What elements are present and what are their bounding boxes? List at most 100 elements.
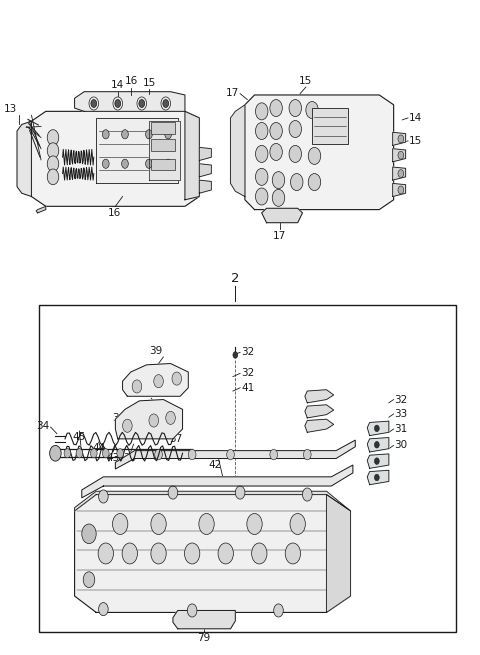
- Polygon shape: [245, 95, 394, 210]
- Circle shape: [272, 189, 285, 206]
- Circle shape: [184, 543, 200, 564]
- Circle shape: [98, 490, 108, 503]
- Text: 79: 79: [197, 633, 211, 643]
- Circle shape: [112, 514, 128, 534]
- Text: 38: 38: [159, 427, 172, 437]
- Text: 14: 14: [111, 81, 124, 90]
- Bar: [151, 122, 175, 134]
- Polygon shape: [74, 491, 350, 511]
- Circle shape: [47, 169, 59, 185]
- Polygon shape: [173, 610, 235, 629]
- Circle shape: [289, 121, 301, 138]
- Circle shape: [255, 188, 268, 205]
- Circle shape: [117, 449, 123, 458]
- Circle shape: [270, 143, 282, 160]
- Circle shape: [47, 130, 59, 145]
- Circle shape: [47, 143, 59, 159]
- Circle shape: [398, 135, 404, 143]
- Bar: [151, 139, 175, 151]
- Bar: [38, 305, 456, 632]
- Circle shape: [285, 543, 300, 564]
- Circle shape: [165, 130, 171, 139]
- Circle shape: [308, 147, 321, 164]
- Polygon shape: [230, 105, 245, 196]
- Circle shape: [255, 168, 268, 185]
- Bar: [312, 108, 348, 144]
- Circle shape: [172, 372, 181, 385]
- Circle shape: [255, 122, 268, 140]
- Text: 14: 14: [409, 113, 422, 123]
- Text: 16: 16: [108, 208, 121, 218]
- Circle shape: [235, 486, 245, 499]
- Text: 16: 16: [125, 77, 138, 86]
- Text: 34: 34: [36, 421, 49, 431]
- Circle shape: [83, 572, 95, 588]
- Polygon shape: [393, 132, 406, 145]
- Polygon shape: [262, 208, 302, 223]
- Polygon shape: [115, 400, 182, 439]
- Circle shape: [132, 380, 142, 393]
- Polygon shape: [199, 164, 211, 177]
- Circle shape: [374, 458, 379, 464]
- Circle shape: [308, 174, 321, 191]
- Circle shape: [252, 543, 267, 564]
- Text: 2: 2: [231, 272, 240, 285]
- Circle shape: [154, 375, 163, 388]
- Polygon shape: [199, 147, 211, 160]
- Circle shape: [168, 486, 178, 499]
- Circle shape: [64, 449, 71, 458]
- Polygon shape: [393, 183, 406, 196]
- Text: 17: 17: [226, 88, 239, 98]
- Circle shape: [166, 411, 175, 424]
- Circle shape: [115, 100, 120, 107]
- Circle shape: [188, 449, 196, 460]
- Circle shape: [272, 172, 285, 189]
- Circle shape: [187, 604, 197, 617]
- Text: 31: 31: [395, 424, 408, 434]
- Polygon shape: [326, 495, 350, 612]
- Polygon shape: [17, 121, 31, 196]
- Circle shape: [165, 159, 171, 168]
- Circle shape: [274, 604, 283, 617]
- Polygon shape: [305, 405, 334, 418]
- Circle shape: [139, 100, 144, 107]
- Text: 43: 43: [107, 453, 120, 463]
- Circle shape: [163, 100, 168, 107]
- Polygon shape: [74, 92, 185, 111]
- Text: 15: 15: [143, 78, 156, 88]
- Polygon shape: [96, 118, 178, 183]
- Circle shape: [122, 419, 132, 432]
- Text: 13: 13: [4, 104, 17, 114]
- Circle shape: [98, 543, 113, 564]
- Text: 45: 45: [73, 432, 86, 442]
- Circle shape: [102, 130, 109, 139]
- Polygon shape: [185, 111, 199, 200]
- Text: 39: 39: [149, 346, 162, 356]
- Text: 44: 44: [92, 443, 105, 453]
- Circle shape: [82, 524, 96, 544]
- Circle shape: [151, 514, 166, 534]
- Circle shape: [290, 174, 303, 191]
- Circle shape: [255, 145, 268, 162]
- Polygon shape: [393, 149, 406, 162]
- Text: 33: 33: [395, 409, 408, 419]
- Circle shape: [398, 186, 404, 194]
- Circle shape: [306, 102, 318, 119]
- Circle shape: [289, 145, 301, 162]
- Circle shape: [270, 122, 282, 140]
- Circle shape: [145, 159, 152, 168]
- Circle shape: [90, 449, 97, 458]
- Circle shape: [270, 100, 282, 117]
- Circle shape: [102, 159, 109, 168]
- Circle shape: [76, 449, 83, 458]
- Polygon shape: [305, 419, 334, 432]
- Text: 36: 36: [112, 413, 125, 423]
- Circle shape: [151, 543, 166, 564]
- Circle shape: [302, 488, 312, 501]
- Polygon shape: [82, 465, 353, 498]
- Text: 17: 17: [273, 231, 287, 240]
- Text: 46: 46: [145, 421, 158, 430]
- Polygon shape: [367, 454, 389, 468]
- Circle shape: [121, 159, 128, 168]
- Polygon shape: [305, 390, 334, 403]
